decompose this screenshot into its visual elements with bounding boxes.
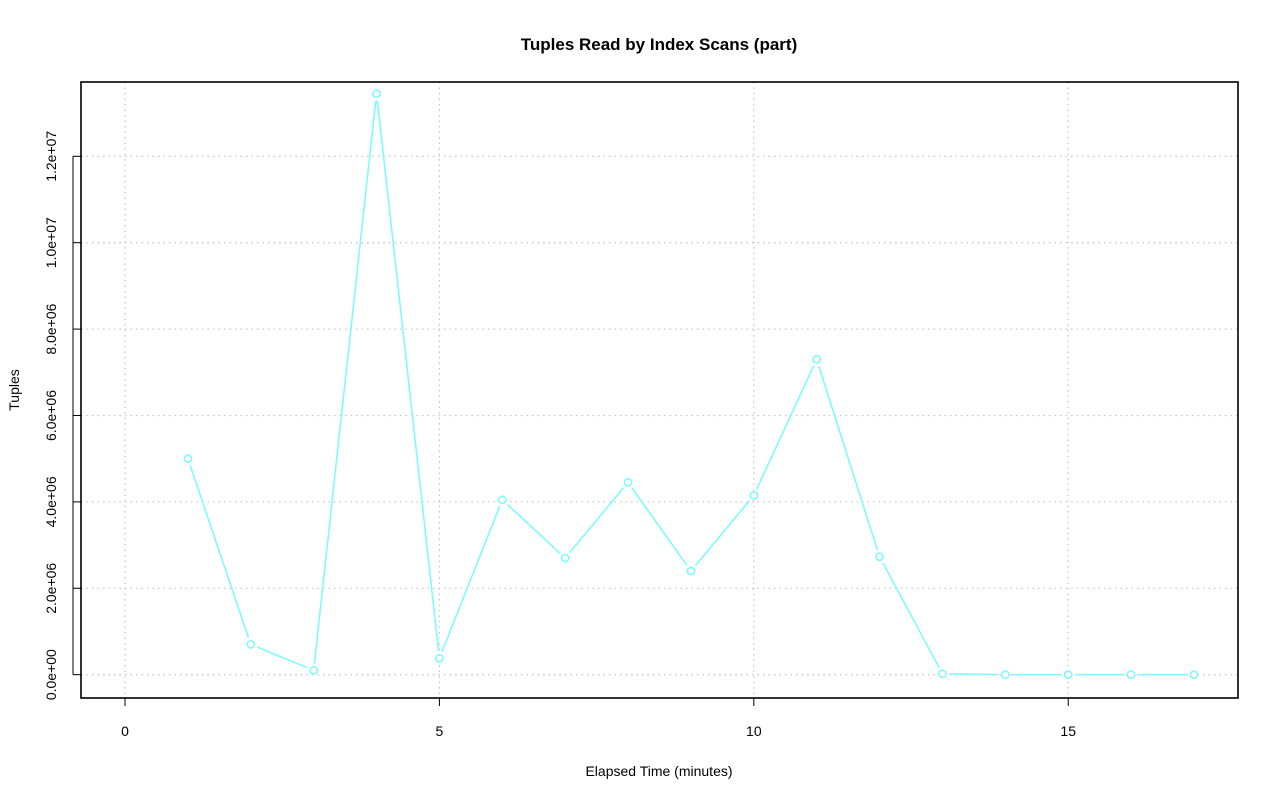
data-point [1189,670,1199,680]
data-point [246,640,256,649]
series-line-segment [756,365,815,490]
x-tick-label: 5 [436,723,444,739]
data-point [497,495,507,505]
series-line-segment [631,487,688,566]
data-point [1126,670,1136,680]
x-tick-label: 10 [746,723,762,739]
y-tick-label: 8.0e+06 [43,303,59,354]
plot-border [80,81,1239,699]
data-point [749,491,759,500]
series-line-segment [376,100,440,652]
series-line-segment [189,465,250,639]
series-line-segment [569,487,625,554]
y-tick-label: 1.0e+07 [43,217,59,268]
data-point [560,553,570,563]
x-tick-label: 15 [1060,723,1076,739]
series-line-segment [313,100,377,664]
series-line-segment [818,365,879,551]
chart-title: Tuples Read by Index Scans (part) [521,35,797,54]
data-point [1000,670,1010,680]
series-layer [183,89,1199,680]
series-line-segment [506,503,561,554]
series-line-segment [949,673,999,676]
data-point [183,454,193,464]
series-line-segment [694,500,750,567]
y-axis-label: Tuples [6,369,22,411]
data-point [686,566,696,576]
y-tick-label: 4.0e+06 [43,476,59,527]
y-tick-label: 1.2e+07 [43,131,59,182]
data-point [435,653,444,663]
x-axis: 0 5 10 15 [121,697,1076,739]
data-point [938,669,947,679]
y-tick-label: 0.0e+00 [43,649,59,700]
series-line-segment [441,505,501,653]
series-line-segment [256,646,308,669]
series-line-segment [882,562,940,669]
y-axis: 0.0e+00 2.0e+06 4.0e+06 6.0e+06 8.0e+06 1.0e+… [43,131,81,700]
data-point [623,478,633,487]
data-point [309,665,319,675]
data-point [372,89,381,99]
data-point [875,552,884,562]
y-tick-label: 2.0e+06 [43,563,59,614]
grid [81,82,1238,698]
x-axis-label: Elapsed Time (minutes) [585,763,732,779]
y-tick-label: 6.0e+06 [43,390,59,441]
data-point [1063,670,1073,680]
data-point [812,354,822,364]
x-tick-label: 0 [121,723,129,739]
